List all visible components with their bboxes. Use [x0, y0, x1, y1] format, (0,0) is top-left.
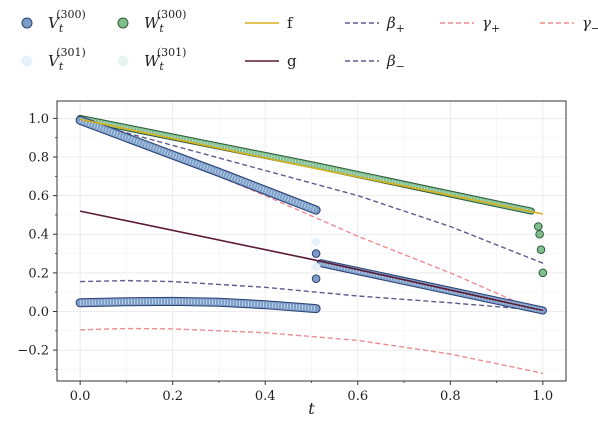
marker-point — [311, 237, 321, 247]
legend-item-v301: Vt(301) — [21, 46, 86, 73]
legend: Vt(300) Vt(301) Wt(300) Wt(301) f g β+ β− γ+ γ− — [21, 8, 598, 73]
legend-item-w301: Wt(301) — [117, 46, 186, 73]
y-tick-label: 0.8 — [28, 151, 49, 166]
legend-item-v300: Vt(300) — [21, 8, 86, 35]
axis-ticks: 0.0 0.2 0.4 0.6 0.8 1.0 −0.2 0.0 0.2 0.4 0.6 0.8 1.0 — [17, 112, 553, 404]
legend-label: f — [287, 14, 294, 32]
legend-item-beta-plus: β+ — [345, 14, 405, 35]
marker-point — [535, 229, 544, 239]
y-tick-label: −0.2 — [17, 344, 49, 359]
series-line — [79, 119, 544, 264]
legend-label: Vt(301) — [48, 46, 86, 73]
legend-label: γ+ — [482, 14, 500, 35]
x-tick-label: 0.6 — [347, 389, 368, 404]
marker-band-fill — [76, 297, 320, 313]
y-tick-label: 0.2 — [28, 266, 49, 281]
x-tick-label: 0.8 — [440, 389, 461, 404]
marker-point — [533, 222, 543, 231]
marker-point — [311, 262, 321, 272]
marker-point — [311, 249, 321, 258]
grid — [57, 101, 566, 381]
legend-marker — [117, 55, 129, 67]
marker-point — [311, 274, 321, 283]
legend-label: Wt(300) — [144, 8, 186, 35]
y-tick-label: 0.0 — [28, 305, 49, 320]
marker-band-hatch — [79, 117, 318, 213]
x-axis-label: t — [308, 399, 315, 418]
legend-item-beta-minus: β− — [345, 52, 405, 73]
legend-label: β− — [386, 52, 405, 73]
x-tick-label: 0.4 — [255, 389, 276, 404]
legend-label: γ− — [582, 14, 598, 35]
y-tick-label: 0.6 — [28, 189, 49, 204]
x-tick-label: 0.2 — [162, 389, 183, 404]
legend-label: β+ — [386, 14, 405, 35]
legend-item-f: f — [245, 14, 294, 32]
x-tick-label: 0.0 — [70, 389, 91, 404]
legend-label: Vt(300) — [48, 8, 86, 35]
series-line — [80, 279, 543, 312]
y-tick-label: 1.0 — [28, 112, 49, 127]
series-line — [79, 210, 544, 312]
y-tick-label: 0.4 — [28, 228, 49, 243]
marker-point — [538, 268, 548, 278]
marker-point — [536, 245, 546, 254]
marker-band-hatch — [79, 116, 532, 213]
legend-marker — [21, 17, 33, 29]
series-layer — [75, 114, 548, 374]
series-line — [79, 118, 544, 215]
legend-label: g — [287, 52, 297, 70]
legend-item-gamma-plus: γ+ — [440, 14, 500, 35]
series-line — [80, 327, 544, 374]
plot-area: 0.0 0.2 0.4 0.6 0.8 1.0 −0.2 0.0 0.2 0.4 0.6 0.8 1.0 — [17, 100, 567, 404]
legend-item-gamma-minus: γ− — [540, 14, 598, 35]
x-tick-label: 1.0 — [533, 389, 554, 404]
legend-marker — [21, 55, 33, 67]
legend-label: Wt(301) — [144, 46, 186, 73]
legend-item-g: g — [245, 52, 297, 70]
legend-item-w300: Wt(300) — [117, 8, 186, 35]
legend-marker — [117, 17, 129, 29]
